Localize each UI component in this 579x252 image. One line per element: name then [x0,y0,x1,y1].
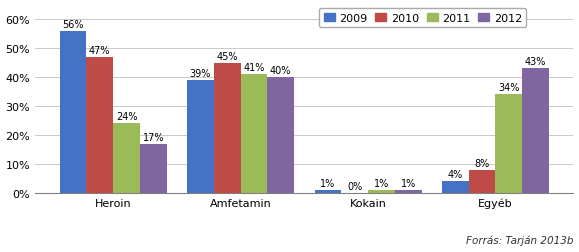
Bar [496,95,522,193]
Text: Forrás: Tarján 2013b: Forrás: Tarján 2013b [466,235,573,245]
Bar [522,69,549,193]
Bar [442,182,468,193]
Text: 41%: 41% [243,63,265,73]
Bar [214,63,241,193]
Bar [140,144,167,193]
Bar [60,32,86,193]
Text: 47%: 47% [89,46,111,55]
Text: 24%: 24% [116,112,137,122]
Bar [267,78,294,193]
Bar [368,191,395,193]
Text: 39%: 39% [190,69,211,79]
Text: 17%: 17% [142,132,164,142]
Bar [314,191,341,193]
Text: 40%: 40% [270,66,291,76]
Text: 1%: 1% [374,178,389,188]
Text: 34%: 34% [498,83,519,93]
Text: 0%: 0% [347,181,362,191]
Bar [241,75,267,193]
Legend: 2009, 2010, 2011, 2012: 2009, 2010, 2011, 2012 [319,9,526,28]
Text: 1%: 1% [401,178,416,188]
Bar [468,170,496,193]
Text: 1%: 1% [320,178,335,188]
Text: 43%: 43% [525,57,546,67]
Bar [187,81,214,193]
Text: 56%: 56% [63,20,84,29]
Bar [395,191,422,193]
Bar [113,124,140,193]
Text: 4%: 4% [448,170,463,180]
Text: 45%: 45% [217,51,238,61]
Bar [86,57,113,193]
Text: 8%: 8% [474,158,490,168]
